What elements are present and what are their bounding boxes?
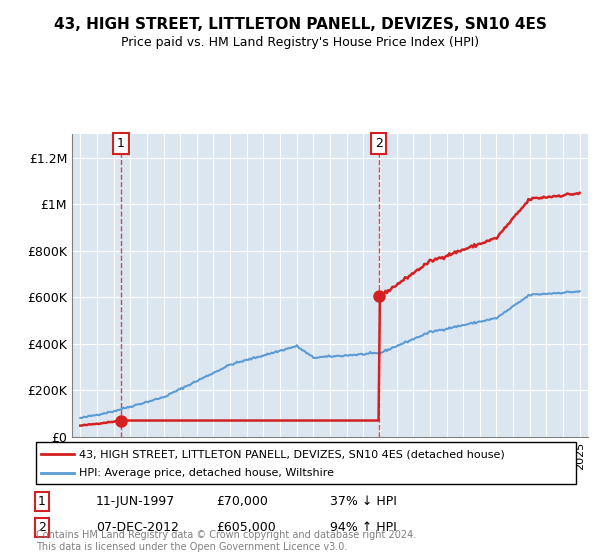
FancyBboxPatch shape	[36, 442, 576, 484]
Text: £605,000: £605,000	[216, 521, 276, 534]
Text: Price paid vs. HM Land Registry's House Price Index (HPI): Price paid vs. HM Land Registry's House …	[121, 36, 479, 49]
Text: 07-DEC-2012: 07-DEC-2012	[96, 521, 179, 534]
Text: 11-JUN-1997: 11-JUN-1997	[96, 494, 175, 508]
Text: £70,000: £70,000	[216, 494, 268, 508]
Text: 37% ↓ HPI: 37% ↓ HPI	[330, 494, 397, 508]
Text: 43, HIGH STREET, LITTLETON PANELL, DEVIZES, SN10 4ES (detached house): 43, HIGH STREET, LITTLETON PANELL, DEVIZ…	[79, 449, 505, 459]
Text: 1: 1	[38, 494, 46, 508]
Text: 94% ↑ HPI: 94% ↑ HPI	[330, 521, 397, 534]
Text: Contains HM Land Registry data © Crown copyright and database right 2024.
This d: Contains HM Land Registry data © Crown c…	[36, 530, 416, 552]
Text: 2: 2	[374, 137, 383, 150]
Text: HPI: Average price, detached house, Wiltshire: HPI: Average price, detached house, Wilt…	[79, 468, 334, 478]
Text: 2: 2	[38, 521, 46, 534]
Text: 43, HIGH STREET, LITTLETON PANELL, DEVIZES, SN10 4ES: 43, HIGH STREET, LITTLETON PANELL, DEVIZ…	[53, 17, 547, 32]
Text: 1: 1	[117, 137, 125, 150]
